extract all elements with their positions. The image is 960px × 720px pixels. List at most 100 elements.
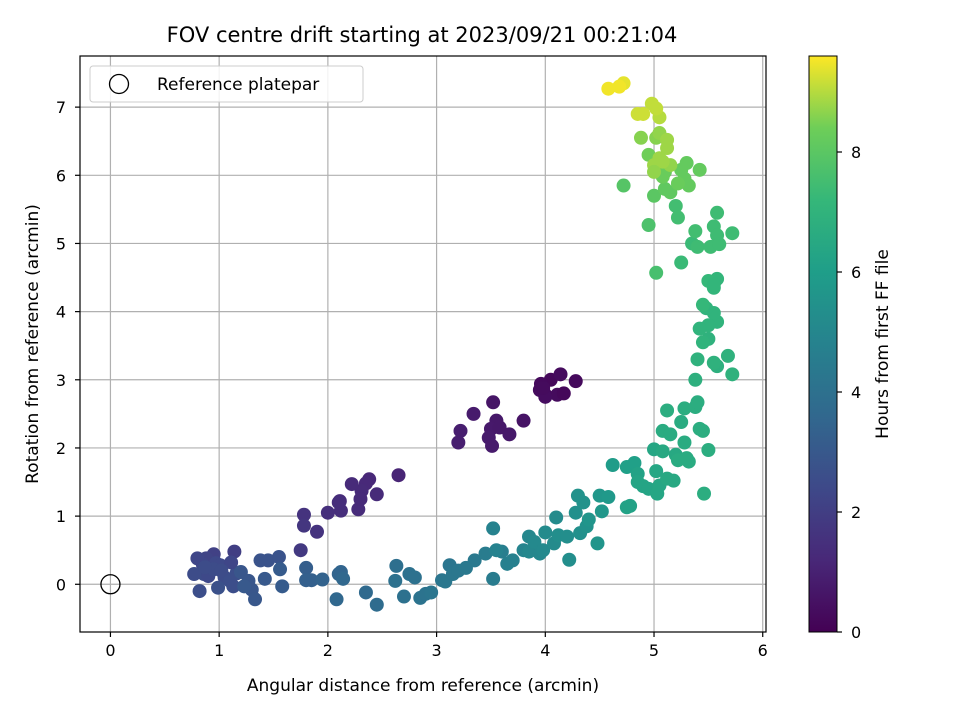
reference-layer: [100, 574, 121, 595]
chart-title: FOV centre drift starting at 2023/09/21 …: [167, 23, 678, 47]
y-tick-label: 6: [56, 166, 66, 185]
data-point: [690, 395, 705, 410]
data-point: [663, 427, 678, 442]
y-tick-label: 5: [56, 234, 66, 253]
data-point: [389, 558, 404, 573]
data-point: [697, 486, 712, 501]
data-point: [451, 435, 466, 450]
y-axis-ticks: 0 1 2 3 4 5 6 7: [56, 98, 80, 594]
data-point: [681, 178, 696, 193]
colorbar-tick-label: 8: [851, 143, 861, 162]
data-point: [706, 355, 721, 370]
plot-area-frame: [79, 55, 767, 633]
colorbar-tick-label: 6: [851, 263, 861, 282]
data-point: [601, 490, 616, 505]
data-point: [224, 555, 239, 570]
y-tick-label: 7: [56, 98, 66, 117]
data-point: [192, 584, 207, 599]
data-point: [710, 205, 725, 220]
data-point: [701, 442, 716, 457]
data-point: [725, 226, 740, 241]
data-point: [688, 224, 703, 239]
data-point: [681, 454, 696, 469]
data-point: [576, 495, 591, 510]
data-point: [502, 427, 517, 442]
y-tick-label: 0: [56, 575, 66, 594]
data-point: [633, 130, 648, 145]
data-point: [695, 297, 710, 312]
data-point: [692, 321, 707, 336]
data-point: [467, 553, 482, 568]
data-point: [641, 218, 656, 233]
data-point: [388, 573, 403, 588]
data-point: [562, 552, 577, 567]
data-point: [679, 156, 694, 171]
x-tick-label: 0: [105, 641, 115, 660]
colorbar: 0 2 4 6 8 Hours from first FF file: [808, 55, 893, 642]
data-point: [690, 239, 705, 254]
data-point: [720, 348, 735, 363]
data-point: [505, 553, 520, 568]
data-points: [187, 76, 740, 612]
data-point: [725, 367, 740, 382]
data-point: [649, 101, 664, 116]
data-point: [320, 505, 335, 520]
colorbar-tick-label: 2: [851, 503, 861, 522]
data-point: [369, 487, 384, 502]
data-point: [299, 573, 314, 588]
data-point: [296, 507, 311, 522]
data-point: [674, 415, 689, 430]
data-point: [538, 525, 553, 540]
data-point: [649, 265, 664, 280]
data-point: [627, 455, 642, 470]
x-tick-label: 4: [540, 641, 550, 660]
x-tick-label: 1: [214, 641, 224, 660]
data-point: [211, 580, 226, 595]
data-point: [489, 543, 504, 558]
data-point: [660, 403, 675, 418]
data-point: [407, 570, 422, 585]
data-point: [271, 550, 286, 565]
data-point: [344, 477, 359, 492]
data-point: [660, 132, 675, 147]
data-point: [692, 162, 707, 177]
data-point: [549, 510, 564, 525]
data-point: [198, 560, 213, 575]
data-point: [329, 592, 344, 607]
data-point: [590, 536, 605, 551]
data-point: [553, 367, 568, 382]
data-point: [369, 597, 384, 612]
data-point: [253, 553, 268, 568]
data-point: [688, 372, 703, 387]
legend-box: [89, 65, 364, 103]
data-point: [649, 464, 664, 479]
data-point: [391, 468, 406, 483]
data-point: [453, 423, 468, 438]
data-point: [214, 563, 229, 578]
data-point: [556, 386, 571, 401]
data-point: [516, 413, 531, 428]
data-point: [486, 521, 501, 536]
data-point: [677, 435, 692, 450]
data-point: [536, 380, 551, 395]
colorbar-label: Hours from first FF file: [873, 249, 893, 439]
data-point: [594, 504, 609, 519]
x-tick-label: 2: [323, 641, 333, 660]
legend-label-reference: Reference platepar: [157, 75, 319, 95]
reference-marker: [100, 574, 121, 595]
data-point: [315, 572, 330, 587]
data-point: [581, 512, 596, 527]
data-point: [690, 352, 705, 367]
y-tick-label: 2: [56, 439, 66, 458]
data-point: [226, 579, 241, 594]
colorbar-tick-label: 0: [851, 623, 861, 642]
data-point: [331, 495, 346, 510]
x-axis-ticks: 0 1 2 3 4 5 6: [105, 632, 768, 660]
data-point: [677, 401, 692, 416]
data-point: [712, 237, 727, 252]
data-point: [275, 579, 290, 594]
data-point: [187, 567, 202, 582]
data-point: [478, 546, 493, 561]
